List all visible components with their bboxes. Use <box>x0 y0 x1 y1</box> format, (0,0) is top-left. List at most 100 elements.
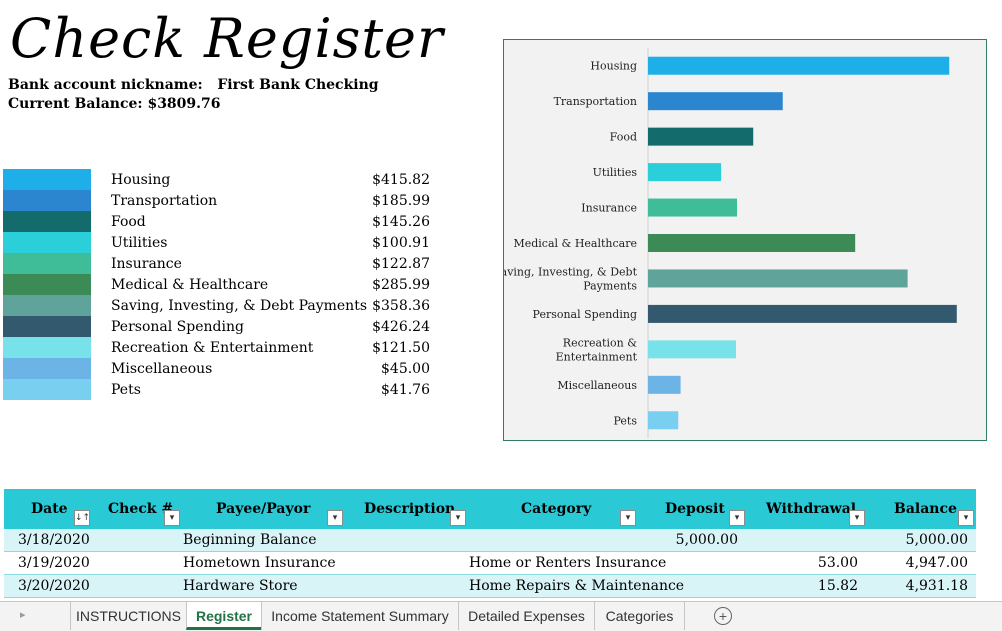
current-balance: Current Balance: $3809.76 <box>8 96 221 112</box>
header-withdrawal: Withdrawal <box>766 501 857 517</box>
header-date: Date <box>31 501 68 517</box>
header-payee: Payee/Payor <box>216 501 311 517</box>
chart-bar[interactable] <box>648 375 681 394</box>
table-row[interactable]: 3/18/2020 Beginning Balance 5,000.00 5,000.… <box>4 529 976 552</box>
chart-category-label: Recreation & Entertainment <box>556 336 638 363</box>
category-color-swatch <box>3 253 91 274</box>
scroll-left-icon[interactable]: ▸ <box>20 609 26 621</box>
chart-category-label: Utilities <box>593 166 638 179</box>
date-sort-filter-button[interactable]: ↓↑ <box>74 510 90 526</box>
tab-register[interactable]: Register <box>186 602 261 630</box>
cell-balance[interactable]: 4,947.00 <box>905 555 968 571</box>
current-balance-label: Current Balance: <box>8 96 143 112</box>
chart-category-label: Personal Spending <box>533 308 637 321</box>
category-row: Pets $41.76 <box>0 379 440 400</box>
account-nickname-label: Bank account nickname: <box>8 77 203 93</box>
payee-filter-button[interactable]: ▾ <box>327 510 343 526</box>
category-amount: $145.26 <box>372 214 430 230</box>
category-amount: $45.00 <box>381 361 430 377</box>
table-body: 3/18/2020 Beginning Balance 5,000.00 5,000.… <box>4 529 976 598</box>
tab-categories[interactable]: Categories <box>594 602 685 630</box>
category-color-swatch <box>3 379 91 400</box>
cell-balance[interactable]: 4,931.18 <box>905 578 968 594</box>
chart-bar[interactable] <box>648 411 679 430</box>
cell-category[interactable]: Home or Renters Insurance <box>469 555 667 571</box>
category-filter-button[interactable]: ▾ <box>620 510 636 526</box>
category-row: Food $145.26 <box>0 211 440 232</box>
cell-payee[interactable]: Hometown Insurance <box>183 555 336 571</box>
chart-category-label: Saving, Investing, & Debt Payments <box>504 265 638 292</box>
category-row: Miscellaneous $45.00 <box>0 358 440 379</box>
chart-category-label: Food <box>610 131 637 144</box>
cell-payee[interactable]: Beginning Balance <box>183 532 317 548</box>
cell-payee[interactable]: Hardware Store <box>183 578 298 594</box>
tab-detailed-expenses[interactable]: Detailed Expenses <box>458 602 594 630</box>
category-label: Transportation <box>111 193 218 209</box>
chart-bar[interactable] <box>648 163 722 182</box>
chart-svg: Housing Transportation Food Utilities Insura… <box>504 48 957 438</box>
category-row: Personal Spending $426.24 <box>0 316 440 337</box>
account-nickname: Bank account nickname: First Bank Checki… <box>8 77 379 93</box>
category-row: Utilities $100.91 <box>0 232 440 253</box>
description-filter-button[interactable]: ▾ <box>450 510 466 526</box>
deposit-filter-button[interactable]: ▾ <box>729 510 745 526</box>
category-label: Personal Spending <box>111 319 244 335</box>
category-row: Recreation & Entertainment $121.50 <box>0 337 440 358</box>
category-color-swatch <box>3 232 91 253</box>
header-description: Description <box>364 501 456 517</box>
spending-bar-chart[interactable]: Housing Transportation Food Utilities Insura… <box>503 39 987 441</box>
chart-category-label: Medical & Healthcare <box>513 237 637 250</box>
check-filter-button[interactable]: ▾ <box>164 510 180 526</box>
add-sheet-icon[interactable]: + <box>714 607 732 625</box>
balance-filter-button[interactable]: ▾ <box>958 510 974 526</box>
category-label: Pets <box>111 382 141 398</box>
category-color-swatch <box>3 190 91 211</box>
cell-category[interactable]: Home Repairs & Maintenance <box>469 578 685 594</box>
category-color-swatch <box>3 316 91 337</box>
chart-bar[interactable] <box>648 269 908 288</box>
current-balance-value: $3809.76 <box>147 96 221 112</box>
header-category: Category <box>521 501 592 517</box>
category-color-swatch <box>3 358 91 379</box>
table-row[interactable]: 3/19/2020 Hometown Insurance Home or Rente… <box>4 552 976 575</box>
cell-date[interactable]: 3/20/2020 <box>18 578 90 594</box>
chart-bar[interactable] <box>648 304 957 323</box>
category-color-swatch <box>3 337 91 358</box>
tab-income-statement-summary[interactable]: Income Statement Summary <box>261 602 458 630</box>
cell-date[interactable]: 3/18/2020 <box>18 532 90 548</box>
header-check: Check # <box>108 501 174 517</box>
withdrawal-filter-button[interactable]: ▾ <box>849 510 865 526</box>
cell-withdrawal[interactable]: 15.82 <box>817 578 858 594</box>
chart-bar[interactable] <box>648 92 783 111</box>
chart-category-label: Miscellaneous <box>557 379 637 392</box>
category-label: Food <box>111 214 146 230</box>
table-row[interactable]: 3/20/2020 Hardware Store Home Repairs & Ma… <box>4 575 976 598</box>
cell-deposit[interactable]: 5,000.00 <box>675 532 738 548</box>
cell-withdrawal[interactable]: 53.00 <box>817 555 858 571</box>
chart-bar[interactable] <box>648 340 737 359</box>
header-balance: Balance <box>894 501 957 517</box>
category-color-swatch <box>3 274 91 295</box>
category-label: Insurance <box>111 256 182 272</box>
header-deposit: Deposit <box>665 501 725 517</box>
chart-category-label: Pets <box>614 414 638 427</box>
chart-bar[interactable] <box>648 198 738 217</box>
cell-date[interactable]: 3/19/2020 <box>18 555 90 571</box>
chart-category-label: Insurance <box>581 202 637 215</box>
category-amount: $358.36 <box>372 298 430 314</box>
category-row: Medical & Healthcare $285.99 <box>0 274 440 295</box>
chart-category-label: Transportation <box>554 95 637 108</box>
category-amount: $285.99 <box>372 277 430 293</box>
tab-instructions[interactable]: INSTRUCTIONS <box>70 602 186 630</box>
category-amount: $121.50 <box>372 340 430 356</box>
chart-bar[interactable] <box>648 234 856 252</box>
category-label: Housing <box>111 172 171 188</box>
category-row: Insurance $122.87 <box>0 253 440 274</box>
chart-bar[interactable] <box>648 56 950 75</box>
category-row: Transportation $185.99 <box>0 190 440 211</box>
register-table: Date ↓↑ Check # ▾ Payee/Payor ▾ Descript… <box>4 489 976 598</box>
cell-balance[interactable]: 5,000.00 <box>905 532 968 548</box>
table-header: Date ↓↑ Check # ▾ Payee/Payor ▾ Descript… <box>4 489 976 529</box>
chart-bar[interactable] <box>648 127 754 146</box>
category-row: Saving, Investing, & Debt Payments $358.3… <box>0 295 440 316</box>
